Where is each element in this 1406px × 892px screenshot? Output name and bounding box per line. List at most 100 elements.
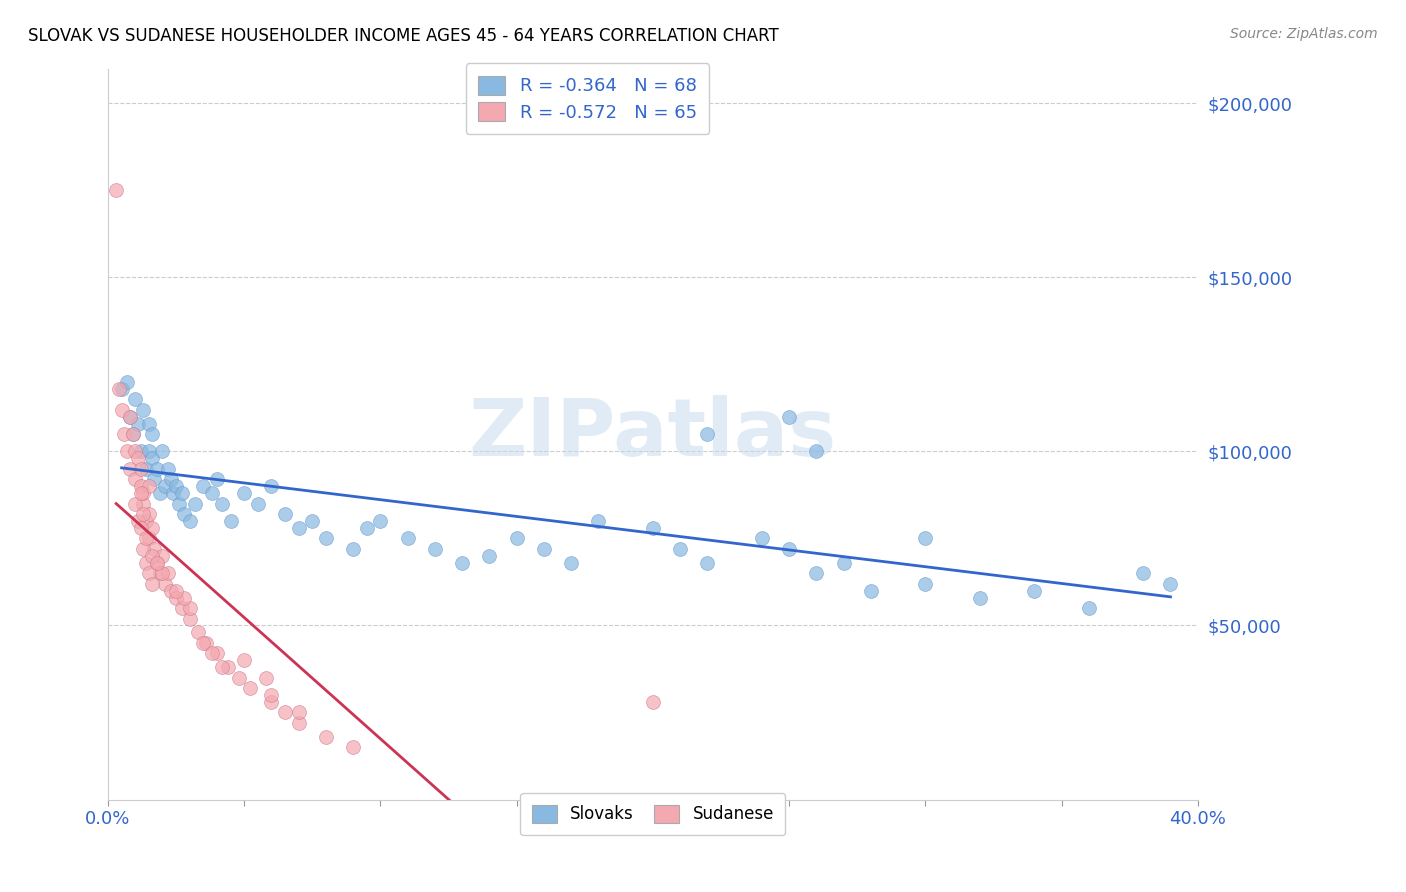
Legend: Slovaks, Sudanese: Slovaks, Sudanese [520, 793, 786, 835]
Point [149, 566, 172, 581]
Point [146, 556, 169, 570]
Point [170, 486, 193, 500]
Point [127, 451, 149, 466]
Point [260, 688, 283, 702]
Text: SLOVAK VS SUDANESE HOUSEHOLDER INCOME AGES 45 - 64 YEARS CORRELATION CHART: SLOVAK VS SUDANESE HOUSEHOLDER INCOME AG… [28, 27, 779, 45]
Point [200, 486, 222, 500]
Point [159, 472, 181, 486]
Point [138, 417, 160, 431]
Point [129, 521, 152, 535]
Point [152, 566, 174, 581]
Point [396, 532, 419, 546]
Point [121, 427, 143, 442]
Point [121, 427, 143, 442]
Point [533, 541, 555, 556]
Point [228, 671, 250, 685]
Point [859, 583, 882, 598]
Point [301, 514, 323, 528]
Point [914, 532, 936, 546]
Point [195, 636, 218, 650]
Point [143, 541, 166, 556]
Point [129, 479, 152, 493]
Point [205, 472, 228, 486]
Point [641, 695, 664, 709]
Point [162, 486, 184, 500]
Point [200, 646, 222, 660]
Point [138, 566, 160, 581]
Point [156, 462, 179, 476]
Point [138, 532, 160, 546]
Point [132, 497, 155, 511]
Point [118, 409, 141, 424]
Point [260, 695, 283, 709]
Point [254, 671, 277, 685]
Point [342, 541, 364, 556]
Point [1132, 566, 1154, 581]
Point [205, 646, 228, 660]
Point [141, 576, 163, 591]
Point [1159, 576, 1181, 591]
Point [124, 497, 146, 511]
Point [193, 479, 215, 493]
Point [806, 444, 828, 458]
Point [132, 402, 155, 417]
Point [159, 583, 181, 598]
Point [315, 532, 337, 546]
Point [233, 653, 256, 667]
Point [149, 486, 172, 500]
Point [184, 497, 207, 511]
Point [138, 507, 160, 521]
Point [165, 479, 187, 493]
Point [641, 521, 664, 535]
Point [132, 486, 155, 500]
Point [239, 681, 262, 695]
Point [423, 541, 446, 556]
Point [141, 521, 163, 535]
Point [219, 514, 242, 528]
Point [287, 715, 309, 730]
Point [124, 444, 146, 458]
Point [274, 507, 297, 521]
Point [141, 451, 163, 466]
Point [751, 532, 773, 546]
Point [179, 514, 201, 528]
Point [778, 541, 800, 556]
Point [138, 444, 160, 458]
Point [129, 462, 152, 476]
Point [211, 497, 233, 511]
Point [127, 514, 149, 528]
Point [560, 556, 582, 570]
Point [217, 660, 239, 674]
Point [115, 444, 138, 458]
Point [141, 427, 163, 442]
Point [370, 514, 392, 528]
Point [165, 583, 187, 598]
Point [143, 472, 166, 486]
Point [129, 444, 152, 458]
Point [778, 409, 800, 424]
Point [146, 462, 169, 476]
Point [287, 521, 309, 535]
Point [165, 591, 187, 605]
Point [451, 556, 474, 570]
Point [832, 556, 855, 570]
Point [112, 427, 135, 442]
Point [193, 636, 215, 650]
Point [146, 556, 169, 570]
Point [153, 479, 176, 493]
Point [246, 497, 269, 511]
Point [356, 521, 378, 535]
Point [135, 556, 157, 570]
Text: Source: ZipAtlas.com: Source: ZipAtlas.com [1230, 27, 1378, 41]
Point [505, 532, 527, 546]
Point [118, 462, 141, 476]
Text: ZIPatlas: ZIPatlas [468, 395, 837, 473]
Point [129, 486, 152, 500]
Point [173, 591, 195, 605]
Point [135, 462, 157, 476]
Point [141, 549, 163, 563]
Point [156, 566, 179, 581]
Point [132, 507, 155, 521]
Point [969, 591, 991, 605]
Point [153, 576, 176, 591]
